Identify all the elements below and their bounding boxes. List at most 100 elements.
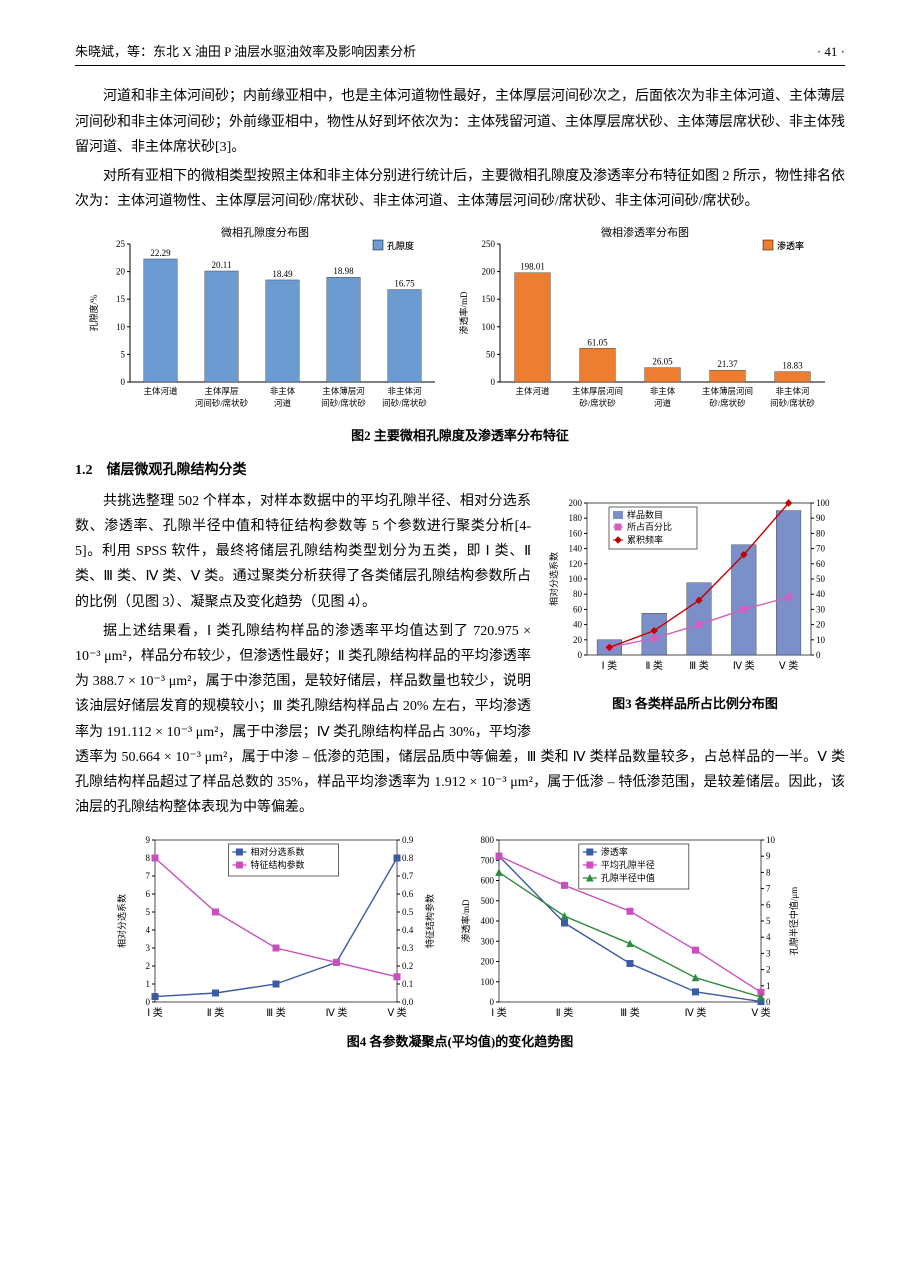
fig4-caption: 图4 各参数凝聚点(平均值)的变化趋势图 [75, 1030, 845, 1053]
svg-text:0: 0 [490, 997, 495, 1007]
svg-text:非主体: 非主体 [270, 386, 296, 396]
svg-text:0: 0 [491, 377, 496, 387]
svg-text:Ⅰ 类: Ⅰ 类 [491, 1006, 506, 1019]
fig2-left-chart: 微相孔隙度分布图孔隙度孔隙度0510152025孔隙度/%22.29主体河道20… [85, 222, 445, 422]
svg-text:砂/席状砂: 砂/席状砂 [579, 398, 616, 408]
svg-text:Ⅴ 类: Ⅴ 类 [751, 1006, 770, 1019]
svg-text:Ⅲ 类: Ⅲ 类 [620, 1006, 639, 1019]
svg-text:60: 60 [573, 604, 583, 614]
svg-text:5: 5 [146, 907, 151, 917]
svg-text:18.98: 18.98 [333, 267, 354, 277]
svg-text:微相渗透率分布图: 微相渗透率分布图 [601, 225, 689, 239]
svg-text:Ⅲ 类: Ⅲ 类 [689, 659, 708, 672]
svg-text:10: 10 [816, 635, 826, 645]
svg-text:9: 9 [766, 852, 771, 862]
svg-text:非主体: 非主体 [650, 386, 676, 396]
running-head-text: 朱晓斌，等：东北 X 油田 P 油层水驱油效率及影响因素分析 [75, 40, 416, 63]
fig2-right-chart: 微相渗透率分布图渗透率渗透率050100150200250渗透率/mD198.0… [455, 222, 835, 422]
svg-text:200: 200 [569, 498, 583, 508]
svg-text:样品数目: 样品数目 [627, 509, 663, 520]
svg-text:微相孔隙度分布图: 微相孔隙度分布图 [221, 225, 309, 239]
svg-text:400: 400 [481, 916, 495, 926]
svg-text:孔隙半径中值/μm: 孔隙半径中值/μm [788, 887, 799, 955]
svg-text:主体薄层河: 主体薄层河 [322, 386, 365, 396]
svg-text:主体薄层河间: 主体薄层河间 [702, 386, 753, 396]
svg-text:70: 70 [816, 544, 826, 554]
svg-text:10: 10 [116, 322, 126, 332]
svg-text:Ⅰ 类: Ⅰ 类 [602, 659, 617, 672]
svg-text:主体河道: 主体河道 [515, 386, 550, 396]
svg-text:61.05: 61.05 [587, 338, 608, 348]
svg-text:间砂/席状砂: 间砂/席状砂 [770, 398, 815, 408]
svg-text:15: 15 [116, 295, 126, 305]
svg-text:特征结构参数: 特征结构参数 [424, 894, 435, 948]
svg-text:Ⅰ 类: Ⅰ 类 [147, 1006, 162, 1019]
svg-text:40: 40 [816, 589, 826, 599]
svg-text:250: 250 [482, 239, 496, 249]
svg-text:4: 4 [146, 925, 151, 935]
svg-text:Ⅲ 类: Ⅲ 类 [266, 1006, 285, 1019]
svg-text:Ⅴ 类: Ⅴ 类 [387, 1006, 406, 1019]
svg-text:180: 180 [569, 513, 583, 523]
svg-text:渗透率: 渗透率 [777, 240, 804, 251]
svg-text:100: 100 [481, 977, 495, 987]
svg-text:平均孔隙半径: 平均孔隙半径 [601, 859, 655, 870]
svg-text:0: 0 [816, 650, 821, 660]
svg-text:Ⅳ 类: Ⅳ 类 [326, 1006, 348, 1019]
svg-text:累积频率: 累积频率 [627, 534, 663, 545]
svg-text:100: 100 [816, 498, 830, 508]
figure-2: 微相孔隙度分布图孔隙度孔隙度0510152025孔隙度/%22.29主体河道20… [75, 222, 845, 422]
svg-text:8: 8 [146, 853, 151, 863]
svg-text:80: 80 [816, 528, 826, 538]
svg-text:7: 7 [146, 871, 151, 881]
svg-text:Ⅳ 类: Ⅳ 类 [685, 1006, 707, 1019]
svg-text:5: 5 [121, 350, 126, 360]
svg-text:50: 50 [816, 574, 826, 584]
svg-text:主体厚层: 主体厚层 [204, 386, 238, 396]
svg-text:0.4: 0.4 [402, 925, 414, 935]
svg-text:90: 90 [816, 513, 826, 523]
svg-text:间砂/席状砂: 间砂/席状砂 [321, 398, 366, 408]
svg-text:20: 20 [573, 635, 583, 645]
svg-text:相对分选系数: 相对分选系数 [250, 846, 304, 857]
svg-text:0: 0 [146, 997, 151, 1007]
svg-text:7: 7 [766, 884, 771, 894]
svg-text:3: 3 [146, 943, 151, 953]
svg-text:22.29: 22.29 [150, 248, 171, 258]
svg-text:198.01: 198.01 [520, 262, 545, 272]
svg-text:160: 160 [569, 528, 583, 538]
para-1: 河道和非主体河间砂；内前缘亚相中，也是主体河道物性最好，主体厚层河间砂次之，后面… [75, 84, 845, 160]
svg-text:20.11: 20.11 [212, 260, 232, 270]
para-2: 对所有亚相下的微相类型按照主体和非主体分别进行统计后，主要微相孔隙度及渗透率分布… [75, 164, 845, 214]
figure-3: 0204060801001201401601802000102030405060… [545, 493, 845, 726]
svg-text:0.7: 0.7 [402, 871, 414, 881]
running-header: 朱晓斌，等：东北 X 油田 P 油层水驱油效率及影响因素分析 · 41 · [75, 40, 845, 66]
svg-text:40: 40 [573, 620, 583, 630]
svg-text:4: 4 [766, 933, 771, 943]
svg-text:200: 200 [482, 267, 496, 277]
svg-text:0.1: 0.1 [402, 979, 413, 989]
svg-text:Ⅳ 类: Ⅳ 类 [733, 659, 755, 672]
svg-text:120: 120 [569, 559, 583, 569]
svg-text:18.83: 18.83 [782, 361, 803, 371]
svg-text:100: 100 [569, 574, 583, 584]
svg-text:60: 60 [816, 559, 826, 569]
svg-text:16.75: 16.75 [394, 279, 415, 289]
fig2-caption: 图2 主要微相孔隙度及渗透率分布特征 [75, 424, 845, 447]
svg-text:0.3: 0.3 [402, 943, 414, 953]
svg-text:20: 20 [816, 620, 826, 630]
svg-text:800: 800 [481, 835, 495, 845]
svg-text:700: 700 [481, 856, 495, 866]
page-number: · 41 · [817, 40, 845, 63]
svg-text:河道: 河道 [654, 398, 672, 408]
svg-text:2: 2 [146, 961, 151, 971]
fig3-chart: 0204060801001201401601802000102030405060… [545, 493, 845, 683]
svg-text:渗透率/mD: 渗透率/mD [460, 899, 471, 943]
svg-text:相对分选系数: 相对分选系数 [548, 552, 559, 606]
svg-text:50: 50 [486, 350, 496, 360]
svg-text:非主体河: 非主体河 [775, 386, 810, 396]
section-1-2-head: 1.2 储层微观孔隙结构分类 [75, 458, 845, 483]
svg-text:100: 100 [482, 322, 496, 332]
svg-text:20: 20 [116, 267, 126, 277]
svg-text:孔隙度: 孔隙度 [387, 240, 414, 251]
